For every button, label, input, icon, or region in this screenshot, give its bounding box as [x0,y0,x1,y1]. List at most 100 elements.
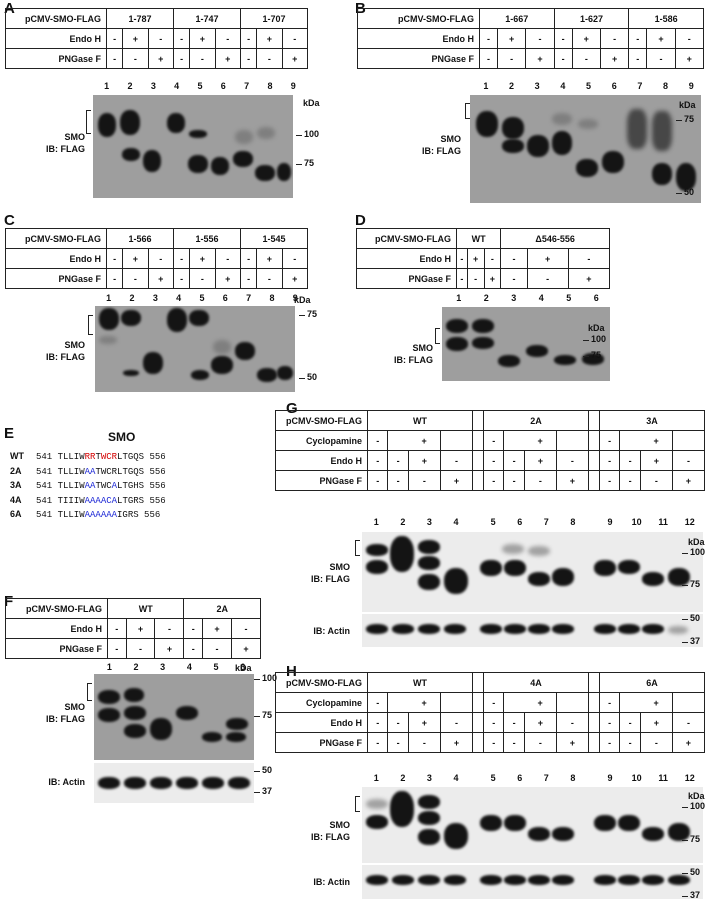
panel-a-western-blot [93,95,293,198]
lane-number: 6 [220,81,226,91]
treatment-cell: - [598,450,621,471]
treatment-cell: - [439,712,473,733]
mw-marker: 50 [681,613,701,623]
row-label: Endo H [275,450,368,471]
treatment-cell: - [239,248,258,269]
treatment-cell: - [553,48,573,69]
endo-h-label: Endo H [5,248,107,269]
treatment-cell: + [281,48,309,69]
treatment-cell: + [408,692,441,713]
treatment-cell: - [105,28,124,49]
treatment-cell: - [598,470,621,491]
ib-label: SMO IB: FLAG [311,562,350,584]
treatment-cell: - [482,450,505,471]
ib-actin-label: IB: Actin [48,777,85,787]
group-label: 2A [183,598,261,619]
group-label: WT [367,672,473,693]
treatment-cell: - [619,450,641,471]
treatment-cell: - [366,470,389,491]
mw-marker: 75 [298,309,318,319]
treatment-cell: - [172,48,191,69]
glycosylated-bracket [435,328,440,344]
treatment-cell: - [555,712,589,733]
group-label: 4A [482,672,589,693]
treatment-cell: - [239,28,258,49]
sequence-title: SMO [108,430,136,444]
treatment-cell: - [147,28,174,49]
treatment-cell: - [466,268,485,289]
spacer-cell [587,450,600,471]
glycosylated-bracket [355,540,360,556]
endo-h-label: Endo H [357,28,480,49]
treatment-cell: - [407,732,441,753]
group-label: 2A [482,410,589,431]
treatment-cell: - [387,450,409,471]
treatment-cell: - [500,248,528,269]
treatment-cell: + [154,638,185,659]
treatment-cell: - [482,732,505,753]
mw-marker: 75 [681,834,701,844]
endo-h-label: Endo H [5,28,107,49]
treatment-cell: - [107,618,127,639]
panel-f-actin-blot [94,763,254,803]
treatment-cell: + [639,712,673,733]
treatment-cell: - [526,268,569,289]
treatment-cell [387,430,409,451]
treatment-cell: - [619,732,641,753]
mw-marker: 75 [253,710,273,720]
group-label: 3A [598,410,706,431]
lane-number: 1 [104,81,110,91]
treatment-cell: + [439,470,473,491]
treatment-cell: - [598,732,621,753]
treatment-cell: - [439,450,473,471]
treatment-cell: + [640,430,673,451]
treatment-cell: - [105,248,124,269]
pngase-f-label: PNGase F [5,638,108,659]
kda-label: kDa [688,537,705,547]
treatment-cell: - [387,712,409,733]
panel-c-condition-table: pCMV-SMO-FLAG 1-566 1-556 1-545 Endo H -… [5,228,309,289]
treatment-cell: - [189,268,216,289]
group-label: 1-667 [479,8,555,29]
glycosylated-bracket [465,103,470,119]
treatment-cell: + [407,712,441,733]
lane-number: 7 [244,81,250,91]
mw-marker: 100 [295,129,320,139]
ib-label: SMO IB: FLAG [394,343,433,365]
treatment-cell: - [172,268,191,289]
treatment-cell: + [674,48,705,69]
endo-h-label: Endo H [5,618,108,639]
treatment-cell: - [214,28,241,49]
treatment-cell: - [478,48,499,69]
group-label: Δ546-556 [500,228,610,249]
spacer-cell [471,732,484,753]
treatment-cell: - [571,48,601,69]
panel-h-label: H [286,663,297,680]
treatment-cell: - [598,712,621,733]
panel-h-western-blot [362,787,703,863]
glycosylated-bracket [88,315,93,335]
pngase-f-label: PNGase F [5,268,107,289]
spacer-cell [587,430,600,451]
treatment-cell [619,692,641,713]
treatment-cell: - [523,732,557,753]
row-label: Cyclopamine [275,692,368,713]
row-label: Cyclopamine [275,430,368,451]
panel-c-western-blot [95,306,295,392]
treatment-cell: - [387,732,409,753]
glycosylated-bracket [87,683,92,701]
treatment-cell: + [466,248,485,269]
treatment-cell: + [555,732,589,753]
group-label: 1-707 [239,8,309,29]
construct-label: pCMV-SMO-FLAG [357,8,480,29]
treatment-cell: - [281,248,309,269]
ib-label: SMO IB: FLAG [46,702,85,724]
group-label: WT [367,410,473,431]
spacer-cell [587,410,600,431]
group-label: 1-627 [553,8,630,29]
treatment-cell: - [503,712,525,733]
group-label: 1-586 [628,8,704,29]
group-label: WT [106,598,185,619]
treatment-cell [619,430,641,451]
